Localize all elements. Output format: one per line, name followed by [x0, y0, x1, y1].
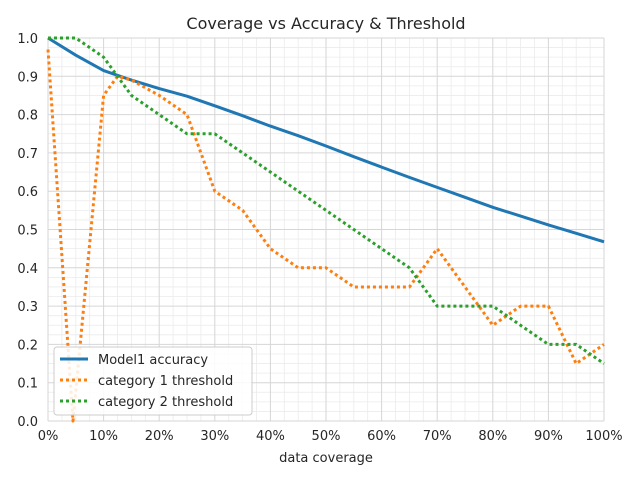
x-tick-label: 90%: [534, 429, 563, 444]
legend-label: category 1 threshold: [98, 374, 233, 389]
chart-title: Coverage vs Accuracy & Threshold: [186, 14, 465, 33]
y-tick-label: 0.3: [17, 300, 38, 315]
y-tick-label: 0.2: [17, 338, 38, 353]
legend: Model1 accuracy category 1 threshold categ…: [53, 346, 253, 416]
x-tick-label: 40%: [256, 429, 285, 444]
y-tick-label: 0.4: [17, 262, 38, 277]
legend-label: Model1 accuracy: [98, 353, 208, 368]
y-tick-label: 0.0: [17, 415, 38, 430]
legend-label: category 2 threshold: [98, 395, 233, 410]
x-tick-label: 80%: [478, 429, 507, 444]
y-tick-label: 0.9: [17, 70, 38, 85]
y-tick-label: 0.1: [17, 377, 38, 392]
x-tick-label: 0%: [38, 429, 59, 444]
axis-ticks: 0% 10% 20% 30% 40% 50% 60% 70% 80% 90% 100% 0.0 0.1 0…: [17, 32, 622, 444]
x-tick-label: 20%: [145, 429, 174, 444]
x-tick-label: 50%: [312, 429, 341, 444]
x-tick-label: 70%: [423, 429, 452, 444]
y-tick-label: 0.7: [17, 147, 38, 162]
x-axis-title: data coverage: [279, 451, 373, 466]
plot-lines: [46, 36, 605, 423]
x-tick-label: 100%: [585, 429, 622, 444]
x-tick-label: 60%: [367, 429, 396, 444]
x-tick-label: 30%: [200, 429, 229, 444]
series-line-3: [48, 36, 605, 365]
y-tick-label: 0.8: [17, 109, 38, 124]
y-tick-label: 0.5: [17, 224, 38, 239]
series-line-1: [47, 36, 605, 244]
y-tick-label: 1.0: [17, 32, 38, 47]
x-tick-label: 10%: [89, 429, 118, 444]
legend-box: [53, 346, 253, 416]
y-tick-label: 0.6: [17, 185, 38, 200]
